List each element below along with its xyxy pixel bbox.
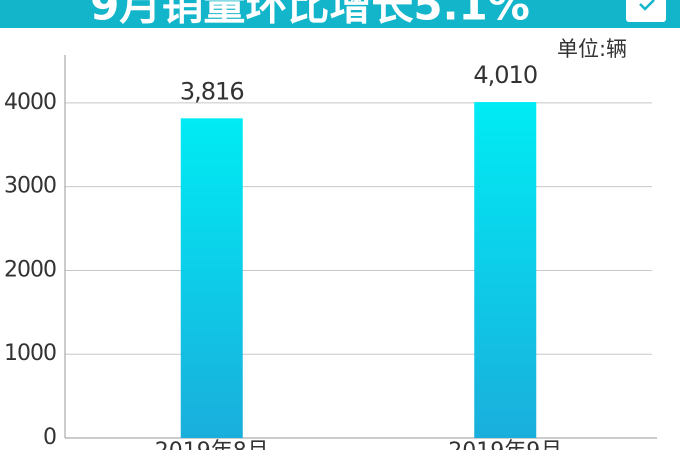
y-tick-label: 4000 (4, 90, 56, 115)
y-tick-label: 1000 (4, 341, 56, 366)
title-banner (0, 0, 680, 28)
unit-label: 单位:辆 (557, 37, 627, 61)
y-tick-label: 0 (43, 425, 56, 450)
y-tick-label: 2000 (4, 257, 56, 282)
y-tick-label: 3000 (4, 174, 56, 199)
value-label: 4,010 (473, 61, 537, 89)
x-tick-label: 2019年9月 (448, 439, 562, 450)
value-label: 3,816 (180, 77, 244, 105)
chart-title: 9月销量环比增长5.1% (90, 0, 530, 30)
bar (180, 118, 243, 438)
x-tick-label: 2019年8月 (155, 439, 269, 450)
bar (474, 102, 537, 438)
badge-check (639, 0, 655, 11)
badge-icon (626, 0, 666, 22)
